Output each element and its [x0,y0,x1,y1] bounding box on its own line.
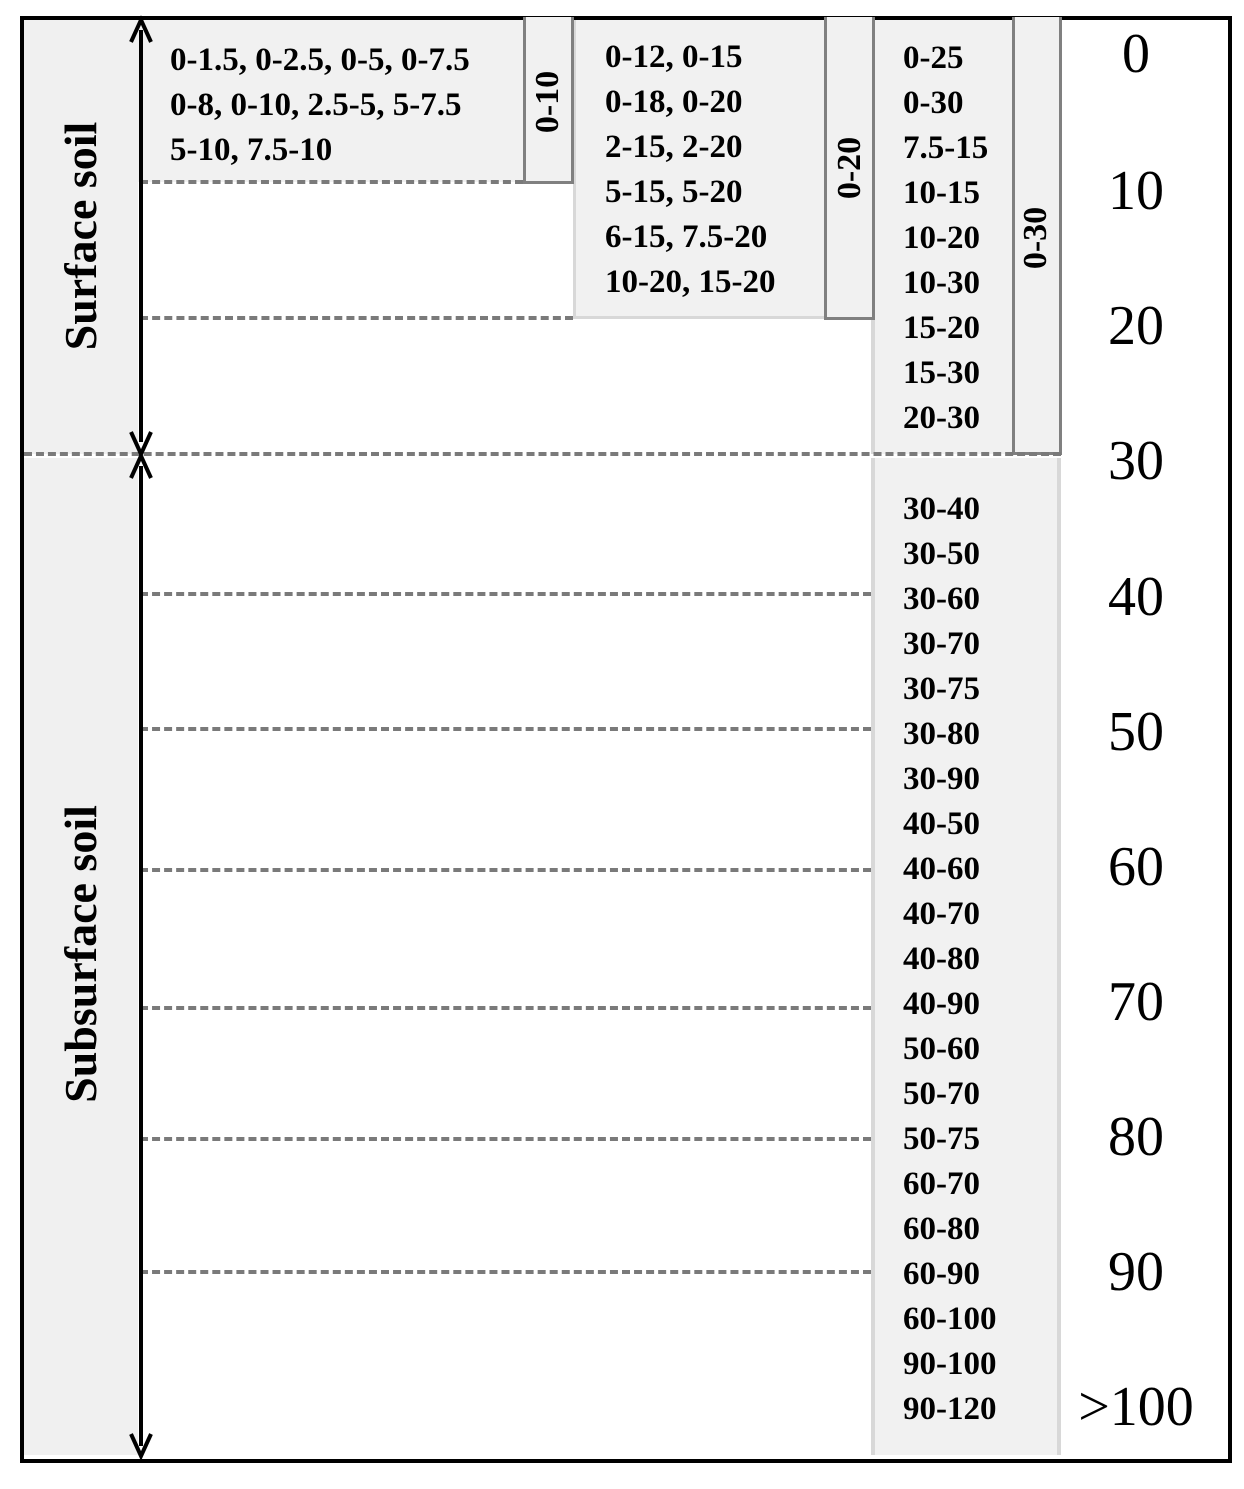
list-item: 20-30 [903,400,980,436]
list-item: 90-120 [903,1391,997,1427]
list-item: 7.5-15 [903,130,989,166]
list-item: 50-60 [903,1031,980,1067]
depth-guide-40 [140,592,871,596]
list-item: 60-100 [903,1301,997,1337]
subsurface-band [24,458,138,1455]
depth-tick-70: 70 [1108,971,1164,1033]
depth-tick-40: 40 [1108,566,1164,628]
depth-tick-90: 90 [1108,1241,1164,1303]
group-0-20-tag [824,17,875,320]
list-item: 30-70 [903,626,980,662]
depth-guide-30 [24,452,1061,456]
list-item: 30-75 [903,671,980,707]
list-item: 0-30 [903,85,964,121]
depth-tick-60: 60 [1108,836,1164,898]
depth-guide-90 [140,1270,871,1274]
list-item: 0-18, 0-20 [605,84,743,120]
depth-tick-0: 0 [1122,23,1150,85]
list-item: 0-8, 0-10, 2.5-5, 5-7.5 [170,87,462,123]
depth-tick-100plus: >100 [1078,1376,1194,1438]
depth-guide-50 [140,727,871,731]
list-item: 50-75 [903,1121,980,1157]
group-0-10-tag [523,17,574,184]
list-item: 60-70 [903,1166,980,1202]
depth-tick-10: 10 [1108,160,1164,222]
list-item: 0-25 [903,40,964,76]
list-item: 40-50 [903,806,980,842]
list-item: 2-15, 2-20 [605,129,743,165]
depth-guide-10 [140,180,523,184]
list-item: 30-90 [903,761,980,797]
list-item: 10-15 [903,175,980,211]
diagram-frame [20,16,1232,1463]
group-0-30-tag [1012,17,1062,455]
depth-guide-80 [140,1137,871,1141]
depth-guide-60 [140,868,871,872]
list-item: 30-40 [903,491,980,527]
subsurface-arrow [129,451,153,1461]
list-item: 60-90 [903,1256,980,1292]
depth-tick-80: 80 [1108,1106,1164,1168]
list-item: 40-70 [903,896,980,932]
depth-tick-50: 50 [1108,701,1164,763]
list-item: 10-20 [903,220,980,256]
list-item: 90-100 [903,1346,997,1382]
group-30plus-box [871,458,1061,1455]
group-0-30-list: 0-25 0-30 7.5-15 10-15 10-20 10-30 15-20… [903,36,988,441]
list-item: 40-90 [903,986,980,1022]
list-item: 5-10, 7.5-10 [170,132,333,168]
list-item: 30-50 [903,536,980,572]
list-item: 5-15, 5-20 [605,174,743,210]
list-item: 10-20, 15-20 [605,264,776,300]
list-item: 0-1.5, 0-2.5, 0-5, 0-7.5 [170,42,470,78]
depth-tick-30: 30 [1108,430,1164,492]
group-0-20-box [573,20,873,319]
list-item: 15-30 [903,355,980,391]
group-0-10-box [138,20,526,182]
surface-arrow [129,15,153,459]
list-item: 40-60 [903,851,980,887]
list-item: 6-15, 7.5-20 [605,219,768,255]
list-item: 10-30 [903,265,980,301]
list-item: 50-70 [903,1076,980,1112]
list-item: 60-80 [903,1211,980,1247]
list-item: 15-20 [903,310,980,346]
group-0-10-list: 0-1.5, 0-2.5, 0-5, 0-7.5 0-8, 0-10, 2.5-… [170,38,470,173]
list-item: 30-80 [903,716,980,752]
surface-band [24,20,138,454]
list-item: 30-60 [903,581,980,617]
list-item: 0-12, 0-15 [605,39,743,75]
group-0-20-list: 0-12, 0-15 0-18, 0-20 2-15, 2-20 5-15, 5… [605,35,775,305]
group-30plus-list: 30-40 30-50 30-60 30-70 30-75 30-80 30-9… [903,487,997,1432]
depth-guide-70 [140,1006,871,1010]
depth-guide-20 [140,316,573,320]
depth-tick-20: 20 [1108,295,1164,357]
list-item: 40-80 [903,941,980,977]
